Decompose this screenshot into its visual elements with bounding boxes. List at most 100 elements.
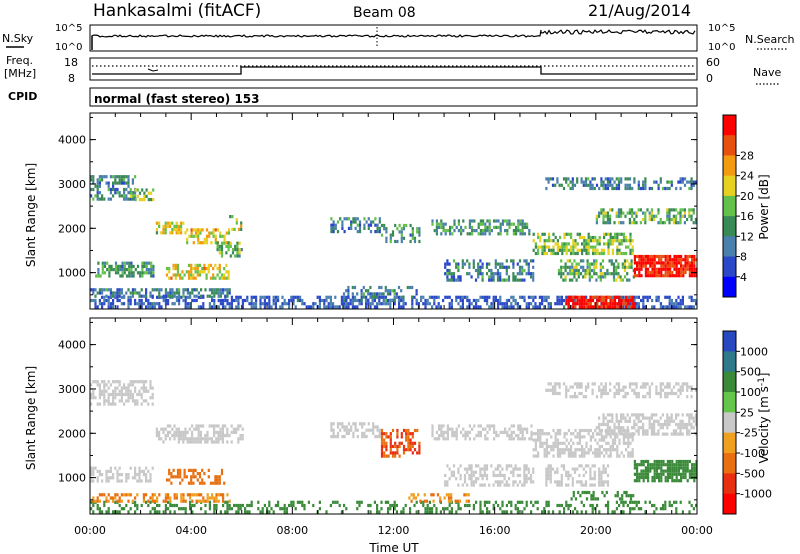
velocity-cell xyxy=(666,469,669,473)
power-cell xyxy=(550,248,553,252)
power-cell xyxy=(576,295,579,299)
velocity-cell xyxy=(105,469,108,473)
velocity-cell xyxy=(686,388,689,392)
power-cell xyxy=(679,221,682,225)
velocity-cell xyxy=(694,388,698,392)
power-cell xyxy=(585,302,588,306)
velocity-cell xyxy=(455,477,458,481)
velocity-cell xyxy=(631,388,634,392)
power-cell xyxy=(688,186,691,191)
velocity-cell xyxy=(250,503,253,508)
power-cell xyxy=(123,271,126,275)
power-cell xyxy=(435,225,438,229)
power-cell xyxy=(662,305,665,309)
velocity-cell xyxy=(579,494,582,498)
power-cell xyxy=(591,305,595,309)
velocity-cell xyxy=(374,425,377,429)
power-cell xyxy=(556,239,559,243)
velocity-cell xyxy=(189,496,192,500)
velocity-cell xyxy=(584,483,588,487)
power-cell xyxy=(690,208,693,212)
velocity-cell xyxy=(330,425,333,429)
power-cell xyxy=(545,239,548,243)
velocity-cell xyxy=(541,444,544,449)
velocity-cell xyxy=(211,493,214,497)
velocity-cell xyxy=(659,395,662,399)
power-cell xyxy=(127,178,130,182)
velocity-cell xyxy=(90,500,93,504)
power-cell xyxy=(680,267,683,271)
power-cell xyxy=(109,288,112,292)
velocity-cell xyxy=(499,430,502,434)
power-cell xyxy=(180,221,183,225)
power-cell xyxy=(274,305,277,309)
power-cell xyxy=(437,295,440,299)
velocity-cell xyxy=(603,435,606,439)
power-cell xyxy=(201,228,204,232)
velocity-cell xyxy=(123,386,126,390)
velocity-cell xyxy=(217,430,220,434)
velocity-cell xyxy=(98,389,101,393)
power-cell xyxy=(484,232,487,236)
power-cell xyxy=(521,272,524,276)
power-cell xyxy=(565,302,568,306)
colorbar-swatch xyxy=(723,493,736,515)
power-cell xyxy=(691,261,694,265)
velocity-cell xyxy=(182,499,185,503)
velocity-cell xyxy=(486,510,489,514)
velocity-cell xyxy=(473,437,476,441)
velocity-cell xyxy=(593,464,596,468)
power-cell xyxy=(477,222,480,226)
power-cell xyxy=(433,295,436,299)
power-cell xyxy=(490,278,493,282)
power-cell xyxy=(681,295,684,299)
velocity-cell xyxy=(642,472,645,476)
velocity-cell xyxy=(567,503,570,508)
power-cell xyxy=(384,295,387,299)
power-cell xyxy=(583,235,586,240)
power-cell xyxy=(517,219,520,223)
velocity-cell xyxy=(464,434,467,438)
power-cell xyxy=(244,298,247,303)
power-cell xyxy=(393,298,396,302)
velocity-cell xyxy=(140,402,143,406)
power-cell xyxy=(437,302,440,306)
power-cell xyxy=(96,184,99,188)
velocity-cell xyxy=(336,435,340,439)
power-cell xyxy=(158,305,161,309)
power-cell xyxy=(230,295,233,299)
power-cell xyxy=(642,302,645,306)
power-cell xyxy=(618,232,621,236)
power-cell xyxy=(668,217,671,222)
velocity-cell xyxy=(556,454,559,458)
velocity-cell xyxy=(127,392,130,397)
velocity-cell xyxy=(332,428,335,432)
power-cell xyxy=(283,302,286,306)
power-cell xyxy=(610,262,613,266)
power-cell xyxy=(484,225,487,229)
velocity-cell xyxy=(134,503,137,508)
power-cell xyxy=(686,261,689,265)
velocity-cell xyxy=(604,388,607,392)
velocity-cell xyxy=(503,473,506,478)
velocity-cell xyxy=(444,507,447,511)
velocity-cell xyxy=(407,435,410,439)
velocity-cell xyxy=(131,499,134,503)
power-cell xyxy=(223,237,226,242)
power-cell xyxy=(103,175,106,179)
power-cell xyxy=(223,273,226,277)
power-cell xyxy=(582,268,585,273)
velocity-cell xyxy=(631,507,634,511)
power-cell xyxy=(688,261,691,265)
velocity-cell xyxy=(398,454,401,458)
power-cell xyxy=(609,177,612,181)
velocity-cell xyxy=(666,426,669,430)
power-cell xyxy=(125,181,128,185)
velocity-cell xyxy=(398,444,401,449)
velocity-cell xyxy=(664,395,667,399)
velocity-cell xyxy=(290,503,293,508)
power-cell xyxy=(152,271,155,275)
velocity-cell xyxy=(207,468,210,472)
velocity-cell xyxy=(637,416,640,420)
